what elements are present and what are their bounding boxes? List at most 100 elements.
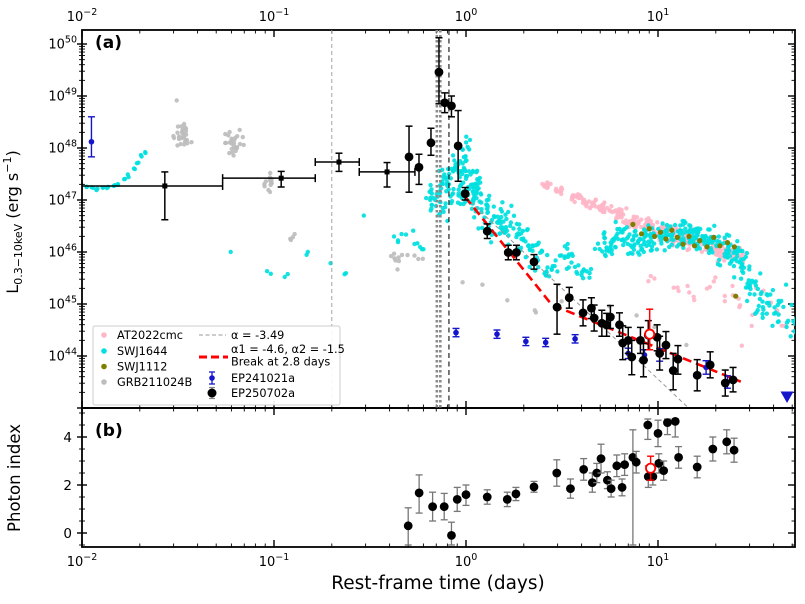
x-bottom-tick-label: 10−1 xyxy=(259,552,290,570)
data-point xyxy=(592,468,602,478)
data-point xyxy=(627,352,637,362)
data-point xyxy=(511,248,521,257)
panel-b-ylabel: Photon index xyxy=(5,424,24,532)
highlighted-data-point xyxy=(644,328,656,340)
legend-marker-big-dot xyxy=(207,388,217,398)
data-point xyxy=(502,495,512,504)
data-point xyxy=(162,183,168,189)
x-bottom-tick-label: 101 xyxy=(647,552,670,570)
upper-limit-triangle xyxy=(780,391,794,404)
data-point xyxy=(404,152,414,162)
panel-a-letter: (a) xyxy=(95,33,122,53)
y-a-tick-label: 1048 xyxy=(48,139,77,157)
y-a-tick-label: 1044 xyxy=(48,347,77,365)
data-point xyxy=(440,98,450,108)
data-point xyxy=(452,495,462,504)
data-point xyxy=(692,370,702,380)
data-point xyxy=(636,336,645,345)
data-point xyxy=(482,492,492,502)
legend-marker-dot xyxy=(101,348,107,354)
data-point xyxy=(503,248,513,257)
panel-frames xyxy=(81,29,796,548)
y-b-tick-label: 2 xyxy=(63,478,72,494)
y-a-tick-label: 1050 xyxy=(48,35,77,53)
data-point xyxy=(278,175,284,181)
data-point xyxy=(529,482,539,492)
data-point xyxy=(552,302,562,312)
x-top-tick-label: 100 xyxy=(455,7,478,25)
axis-ticks xyxy=(77,30,795,547)
data-point xyxy=(552,468,562,478)
data-point xyxy=(602,475,612,485)
data-point xyxy=(434,67,444,77)
data-point xyxy=(542,339,549,346)
x-top-tick-label: 10−1 xyxy=(259,7,290,25)
data-point xyxy=(529,257,539,267)
y-a-tick-label: 1045 xyxy=(48,295,77,313)
panel-b-data xyxy=(403,417,739,546)
data-point xyxy=(461,490,471,499)
series-grb211024b xyxy=(171,98,689,348)
data-point xyxy=(460,189,470,199)
y-a-tick-label: 1046 xyxy=(48,243,77,261)
data-point xyxy=(414,488,424,498)
data-point xyxy=(572,336,578,342)
y-b-tick-label: 0 xyxy=(63,526,72,542)
legend-label: α1 = -4.6, α2 = -1.5 xyxy=(231,343,345,356)
data-point xyxy=(617,483,627,492)
data-point xyxy=(728,375,738,385)
panel-b-letter: (b) xyxy=(95,421,123,441)
data-point xyxy=(511,489,521,499)
data-point xyxy=(428,502,438,511)
legend-box xyxy=(92,325,341,406)
data-point xyxy=(447,101,456,111)
data-point xyxy=(615,320,624,330)
data-point xyxy=(705,360,715,370)
data-point xyxy=(88,138,95,145)
data-point xyxy=(587,478,597,487)
data-point xyxy=(673,354,683,364)
x-top-tick-label: 101 xyxy=(647,7,670,25)
legend-label: α = -3.49 xyxy=(231,329,284,342)
data-point xyxy=(482,226,492,236)
y-a-tick-label: 1047 xyxy=(48,191,77,209)
data-point xyxy=(670,417,680,426)
data-point xyxy=(523,338,529,345)
data-point xyxy=(447,531,456,540)
generated-legend-layer: AT2022cmc SWJ1644 SWJ1112 GRB211024B α = -3.… xyxy=(92,325,345,406)
data-point xyxy=(720,378,730,388)
data-point xyxy=(639,355,648,365)
y-b-tick-label: 4 xyxy=(63,430,72,446)
data-point xyxy=(659,466,669,475)
data-point xyxy=(579,465,589,474)
data-point xyxy=(606,484,616,493)
data-point xyxy=(453,141,463,151)
legend-marker-dot xyxy=(101,379,107,385)
data-point xyxy=(589,313,599,323)
series-photon-index xyxy=(403,417,739,546)
legend-label: AT2022cmc xyxy=(117,329,183,342)
data-point xyxy=(605,312,615,322)
data-point xyxy=(494,331,500,337)
data-point xyxy=(453,329,459,336)
data-point xyxy=(631,457,641,467)
highlighted-data-point xyxy=(645,462,657,474)
data-point xyxy=(708,444,718,454)
data-point xyxy=(653,429,663,438)
data-point xyxy=(729,445,739,455)
data-point xyxy=(661,340,671,350)
data-point xyxy=(596,454,606,463)
data-point xyxy=(564,293,574,303)
data-point xyxy=(692,462,702,472)
data-point xyxy=(643,420,653,430)
series-ep250702a xyxy=(82,37,738,397)
legend-label: SWJ1644 xyxy=(117,345,167,358)
data-point xyxy=(336,159,342,165)
legend-label: EP241021a xyxy=(231,372,295,385)
panel-a-data xyxy=(82,30,795,408)
data-point xyxy=(612,461,622,471)
data-point xyxy=(602,320,612,330)
data-point xyxy=(722,437,732,447)
data-point xyxy=(663,418,672,427)
